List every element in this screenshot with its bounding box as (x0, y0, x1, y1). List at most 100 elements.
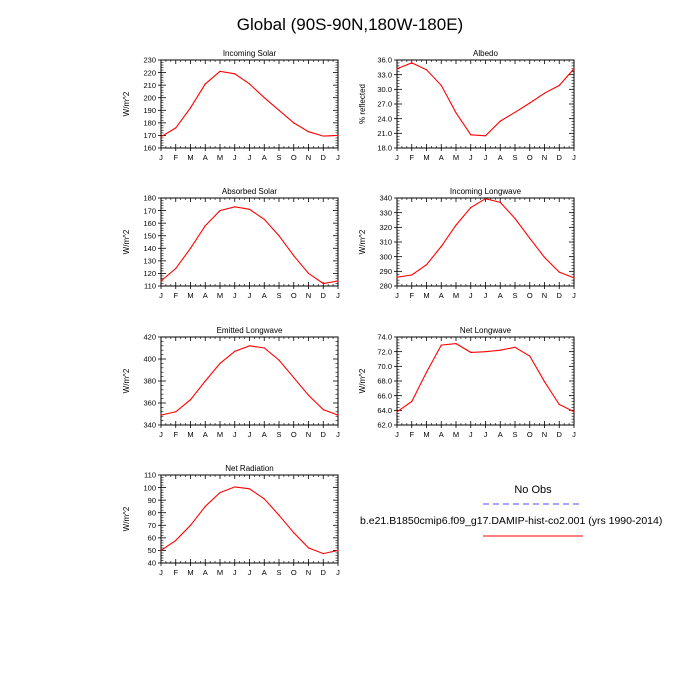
y-tick-label: 80 (148, 508, 156, 517)
x-tick-label: J (572, 291, 576, 300)
y-tick-label: 66.0 (377, 391, 392, 400)
data-point (278, 514, 280, 516)
x-tick-label: A (439, 291, 444, 300)
data-point (529, 355, 531, 357)
y-tick-label: 160 (143, 219, 156, 228)
x-tick-label: A (498, 291, 503, 300)
data-point (248, 208, 251, 210)
data-point (234, 206, 236, 208)
y-tick-label: 400 (143, 355, 156, 364)
data-point (248, 345, 251, 347)
data-point (499, 201, 501, 203)
y-tick-label: 36.0 (377, 56, 392, 65)
data-point (455, 224, 457, 226)
data-point (514, 111, 516, 113)
x-tick-label: J (233, 291, 237, 300)
y-axis-label: W/m^2 (122, 368, 131, 393)
y-tick-label: 62.0 (377, 421, 392, 430)
data-point (204, 83, 206, 85)
x-tick-label: A (262, 568, 267, 577)
data-point (411, 274, 413, 276)
x-tick-label: D (321, 568, 327, 577)
y-tick-label: 290 (379, 267, 392, 276)
panel-title: Absorbed Solar (222, 187, 277, 196)
y-tick-label: 230 (143, 56, 156, 65)
data-point (455, 343, 457, 345)
data-point (278, 359, 280, 361)
x-tick-label: A (203, 153, 208, 162)
x-tick-label: S (276, 430, 281, 439)
x-tick-label: J (469, 153, 473, 162)
x-tick-label: N (306, 568, 311, 577)
x-tick-label: J (248, 568, 252, 577)
y-tick-label: 110 (144, 471, 156, 480)
x-tick-label: J (159, 568, 163, 577)
data-point (204, 380, 206, 382)
y-axis-label: W/m^2 (358, 229, 367, 254)
data-point (440, 245, 442, 247)
data-point (396, 411, 398, 413)
y-tick-label: 70 (148, 521, 156, 530)
data-point (425, 264, 428, 266)
data-point (175, 539, 177, 541)
y-tick-label: 110 (144, 282, 156, 291)
data-point (337, 414, 339, 416)
data-point (293, 255, 295, 257)
x-tick-label: A (498, 430, 503, 439)
data-point (263, 347, 265, 349)
x-tick-label: J (484, 153, 488, 162)
data-point (322, 135, 324, 137)
y-tick-label: 210 (143, 81, 156, 90)
x-tick-label: A (262, 291, 267, 300)
x-tick-label: M (217, 430, 223, 439)
x-tick-label: D (321, 291, 327, 300)
data-point (204, 225, 206, 227)
y-tick-label: 18.0 (377, 144, 392, 153)
x-tick-label: J (248, 153, 252, 162)
y-axis-label: % reflected (358, 84, 367, 124)
panel-title: Albedo (473, 49, 498, 58)
y-tick-label: 68.0 (377, 377, 392, 386)
x-tick-label: A (203, 291, 208, 300)
data-point (307, 131, 310, 133)
y-tick-label: 280 (379, 282, 392, 291)
y-tick-label: 90 (148, 496, 156, 505)
data-point (558, 84, 560, 87)
data-point (514, 217, 516, 220)
x-tick-label: O (291, 568, 297, 577)
x-tick-label: N (306, 430, 311, 439)
y-tick-label: 120 (143, 269, 156, 278)
x-tick-label: S (512, 153, 517, 162)
y-tick-label: 180 (143, 194, 156, 203)
x-tick-label: A (203, 568, 208, 577)
x-tick-label: D (321, 153, 327, 162)
data-point (175, 127, 177, 129)
x-tick-label: O (291, 291, 297, 300)
x-tick-label: A (203, 430, 208, 439)
y-tick-label: 21.0 (377, 129, 392, 138)
data-point (425, 69, 428, 71)
x-tick-label: J (233, 153, 237, 162)
x-tick-label: S (276, 568, 281, 577)
legend: No Obs b.e21.B1850cmip6.f09_g17.DAMIP-hi… (360, 484, 662, 537)
data-point (440, 344, 442, 346)
legend-title: No Obs (514, 484, 552, 496)
y-tick-label: 140 (143, 244, 156, 253)
y-tick-label: 170 (143, 131, 156, 140)
data-point (248, 488, 251, 490)
data-point (160, 280, 162, 282)
data-point (234, 486, 236, 488)
x-tick-label: F (409, 153, 414, 162)
y-tick-label: 130 (143, 257, 156, 266)
data-point (470, 351, 472, 353)
x-tick-label: N (542, 430, 547, 439)
data-point (234, 350, 236, 352)
data-point (293, 122, 295, 124)
y-tick-label: 340 (379, 194, 392, 203)
x-tick-label: N (306, 291, 311, 300)
x-tick-label: M (187, 430, 193, 439)
